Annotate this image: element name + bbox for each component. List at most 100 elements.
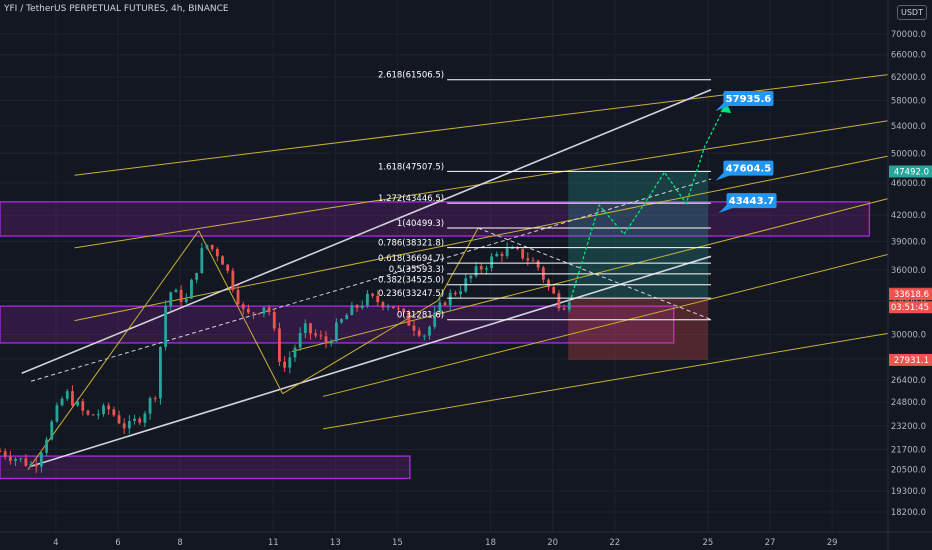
y-tick-label: 50000.0 [891, 149, 926, 159]
y-tick-label: 21700.0 [891, 446, 926, 456]
candle-body [0, 451, 2, 453]
candle-body [8, 456, 12, 461]
candle-body [397, 308, 400, 310]
y-tick-label: 46000.0 [891, 179, 926, 189]
y-tick-label: 19300.0 [891, 487, 926, 497]
candle-body [91, 414, 95, 416]
y-tick-label: 24800.0 [891, 398, 926, 408]
position-box [568, 171, 708, 360]
candles [0, 242, 571, 473]
candle-body [257, 313, 261, 315]
candle-body [298, 332, 302, 348]
y-tick-label: 54000.0 [891, 122, 926, 132]
candle-body [350, 305, 354, 316]
candle-body [195, 272, 199, 280]
candle-body [122, 423, 126, 429]
candle-body [190, 279, 193, 299]
candle-body [76, 401, 80, 406]
x-tick-label: 11 [268, 538, 279, 548]
candle-body [562, 308, 566, 310]
candle-body [241, 304, 245, 309]
x-tick-label: 15 [392, 538, 403, 548]
candle-body [516, 248, 519, 250]
candle-body [236, 289, 240, 305]
candle-body [3, 451, 7, 457]
candle-body [215, 249, 219, 257]
candle-body [148, 398, 152, 414]
fib-level-label: 1.618(47507.5) [378, 162, 444, 172]
candle-body [360, 305, 364, 308]
candle-body [164, 305, 167, 347]
channel-line [74, 155, 889, 322]
candle-body [262, 307, 266, 314]
candle-body [153, 398, 157, 400]
y-tick-label: 26400.0 [891, 376, 926, 386]
y-tick-label: 42000.0 [891, 211, 926, 221]
candle-body [412, 325, 416, 331]
chart-title: YFI / TetherUS PERPETUAL FUTURES, 4h, BI… [4, 4, 229, 14]
candle-body [288, 357, 292, 368]
position-loss-area [568, 297, 708, 360]
candle-body [112, 409, 116, 416]
y-tick-label: 18200.0 [891, 508, 926, 518]
candle-body [376, 295, 380, 303]
candle-body [329, 341, 333, 344]
candle-body [366, 293, 369, 306]
channel-line [21, 88, 712, 375]
swing-line [198, 230, 283, 394]
candle-body [433, 312, 437, 327]
candle-body [422, 335, 426, 337]
candle-body [117, 415, 121, 424]
candle-body [71, 391, 74, 406]
candle-body [133, 418, 136, 422]
candle-body [438, 302, 442, 313]
candle-body [283, 361, 287, 368]
target-callout-label: 43443.7 [729, 196, 775, 207]
candle-body [417, 330, 421, 336]
candle-body [96, 413, 100, 416]
target-callout-box [723, 160, 774, 176]
swing-line [437, 227, 479, 301]
price-tag-box [889, 165, 932, 178]
candle-body [293, 347, 297, 358]
x-tick-label: 29 [827, 538, 838, 548]
candle-body [127, 421, 131, 429]
fib-level-label: 1(40499.3) [397, 219, 444, 229]
midline [30, 178, 712, 382]
y-tick-label: 39000.0 [891, 237, 926, 247]
price-tag-box [889, 288, 932, 301]
target-callout-label: 57935.6 [726, 94, 772, 105]
candle-body [345, 315, 349, 320]
candle-body [557, 293, 561, 309]
candle-body [531, 260, 535, 262]
candle-body [448, 292, 452, 306]
target-callout-box [723, 90, 774, 106]
candle-body [102, 405, 105, 414]
fib-level-label: 2.618(61506.5) [378, 71, 444, 81]
projected-path-line [570, 102, 728, 298]
candle-body [381, 302, 385, 308]
candle-body [65, 391, 69, 399]
y-tick-label: 30000.0 [891, 331, 926, 341]
trend-channels [21, 74, 889, 470]
target-callout-pointer [715, 102, 730, 111]
candle-body [459, 291, 462, 295]
candle-body [226, 264, 230, 271]
price-tag-box [889, 301, 932, 314]
candle-body [474, 266, 478, 276]
currency-button[interactable]: USDT [897, 5, 927, 20]
y-tick-label: 36000.0 [891, 266, 926, 276]
price-tag-label: 03:51:45 [891, 303, 929, 313]
y-tick-label: 58000.0 [891, 97, 926, 107]
position-profit-area [568, 171, 708, 298]
candle-body [371, 293, 374, 296]
candle-body [355, 305, 359, 308]
candle-body [14, 459, 17, 461]
x-tick-label: 22 [609, 538, 620, 548]
candle-body [495, 253, 499, 257]
candle-body [469, 275, 473, 279]
candle-body [505, 248, 509, 256]
fib-level-label: 0.786(38321.8) [378, 239, 444, 249]
candle-body [210, 244, 214, 250]
